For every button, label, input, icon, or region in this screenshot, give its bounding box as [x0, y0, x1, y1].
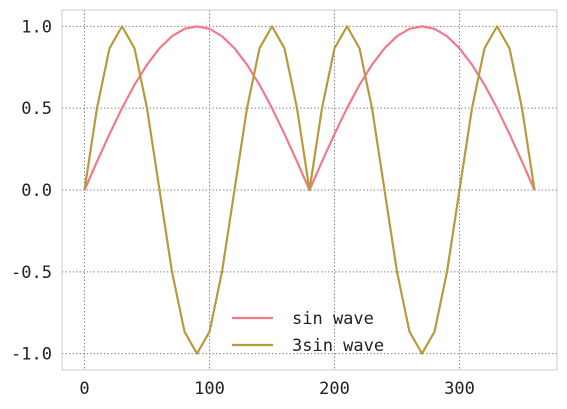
- legend: sin wave 3sin wave: [232, 309, 384, 356]
- y-tick-label: 0.5: [21, 99, 52, 119]
- plot-frame: [61, 9, 558, 371]
- y-axis-ticks: 1.0 0.5 0.0 -0.5 -1.0: [11, 17, 52, 364]
- series-lines: [83, 25, 536, 355]
- y-tick-label: -1.0: [11, 345, 52, 365]
- y-tick-label: 1.0: [21, 17, 52, 37]
- y-tick-label: -0.5: [11, 263, 52, 283]
- legend-label-sin-wave: sin wave: [292, 309, 374, 329]
- x-tick-label: 200: [319, 379, 350, 399]
- x-tick-label: 0: [79, 379, 89, 399]
- x-axis-ticks: 0 100 200 300: [79, 379, 474, 399]
- x-tick-label: 100: [194, 379, 225, 399]
- legend-label-3sin-wave: 3sin wave: [292, 336, 384, 356]
- x-tick-label: 300: [444, 379, 475, 399]
- series-line-3sin-wave: [83, 25, 536, 355]
- y-tick-label: 0.0: [21, 181, 52, 201]
